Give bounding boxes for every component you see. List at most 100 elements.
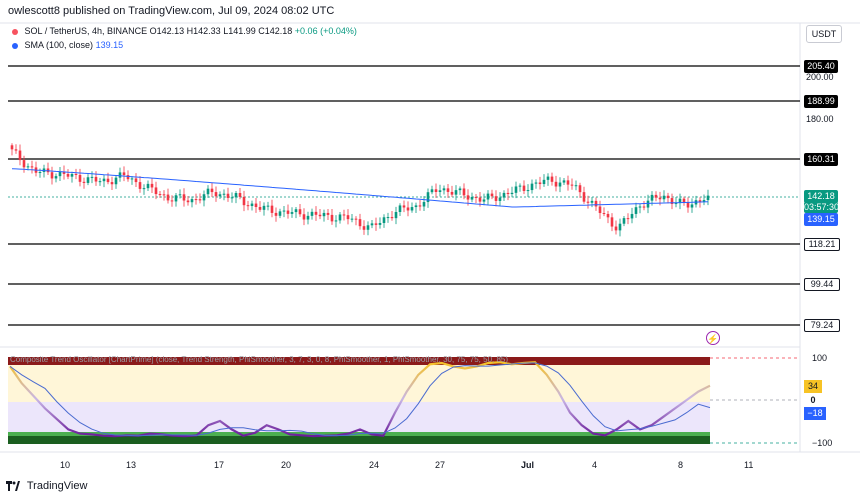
candle-body — [542, 179, 546, 185]
candle-body — [214, 192, 218, 197]
candle-body — [426, 192, 430, 203]
candle-body — [402, 205, 406, 208]
candle-body — [262, 205, 266, 210]
candle-body — [406, 207, 410, 211]
candle-body — [626, 218, 630, 220]
legend-symbol[interactable]: SOL / TetherUS, 4h, BINANCE — [24, 26, 148, 36]
candle-body — [194, 199, 198, 201]
candle-body — [398, 205, 402, 213]
date-label: 8 — [678, 460, 684, 470]
candle-body — [410, 207, 414, 211]
candle-body — [670, 198, 674, 204]
candle-body — [662, 195, 666, 200]
candle-body — [482, 199, 486, 202]
candle-body — [346, 215, 350, 220]
candle-body — [210, 188, 214, 193]
level-tag-118: 118.21 — [804, 238, 840, 251]
date-label: 13 — [126, 460, 137, 470]
candle-body — [102, 178, 106, 182]
candle-body — [250, 203, 254, 207]
level-tag-188: 188.99 — [804, 95, 838, 108]
candle-body — [110, 182, 114, 185]
candle-body — [158, 194, 162, 196]
candle-body — [66, 173, 70, 177]
candle-body — [550, 176, 554, 182]
candle-body — [310, 211, 314, 216]
candle-body — [570, 184, 574, 186]
candle-body — [334, 220, 338, 222]
level-tag-79: 79.24 — [804, 319, 840, 332]
oscillator-title[interactable]: Composite Trend Oscillator [ChartPrime] … — [10, 355, 509, 364]
candle-body — [302, 214, 306, 220]
candle-body — [654, 194, 658, 198]
candle-body — [74, 173, 78, 175]
legend-sma-value: 139.15 — [95, 40, 124, 50]
candle-body — [518, 185, 522, 187]
candle-body — [458, 188, 462, 191]
candle-body — [566, 180, 570, 185]
date-label: 27 — [435, 460, 446, 470]
candle-body — [70, 173, 74, 177]
candle-body — [142, 188, 146, 190]
osc-axis-bottom: −100 — [812, 438, 833, 448]
candle-body — [242, 196, 246, 206]
candle-body — [390, 217, 394, 219]
legend-row-sma: SMA (100, close) 139.15 — [12, 38, 357, 52]
currency-button[interactable]: USDT — [806, 25, 842, 43]
candle-body — [630, 213, 634, 219]
candle-body — [382, 217, 386, 224]
candle-body — [618, 223, 622, 231]
candle-body — [454, 190, 458, 195]
candle-body — [190, 199, 194, 203]
legend-sma-label[interactable]: SMA (100, close) — [24, 40, 94, 50]
osc-upper-zone — [8, 365, 710, 402]
candle-body — [314, 211, 318, 215]
candle-body — [182, 194, 186, 201]
osc-signal-line — [9, 362, 711, 437]
candle-body — [82, 181, 86, 183]
candle-body — [558, 182, 562, 187]
candle-body — [614, 226, 618, 231]
candle-body — [170, 200, 174, 202]
candle-body — [206, 188, 210, 195]
candle-body — [446, 188, 450, 192]
legend-close: C142.18 — [258, 26, 293, 36]
candle-body — [702, 200, 706, 202]
candle-body — [222, 193, 226, 195]
candle-body — [350, 218, 354, 220]
candlestick-series — [10, 143, 710, 237]
candle-body — [478, 197, 482, 202]
current-price-tag: 142.18 — [804, 190, 838, 203]
candle-body — [582, 192, 586, 202]
candle-body — [586, 201, 590, 203]
candle-body — [386, 217, 390, 219]
candle-body — [474, 196, 478, 198]
legend-row-symbol: SOL / TetherUS, 4h, BINANCE O142.13 H142… — [12, 24, 357, 38]
candle-body — [138, 182, 142, 189]
candle-body — [438, 190, 442, 192]
sma-color-icon — [12, 42, 18, 49]
candle-body — [298, 209, 302, 215]
candle-body — [246, 205, 250, 207]
alert-icon[interactable]: ⚡ — [706, 331, 720, 345]
candle-body — [706, 195, 710, 201]
candle-body — [326, 212, 330, 215]
date-label: 24 — [369, 460, 380, 470]
candle-body — [674, 203, 678, 205]
candle-body — [154, 187, 158, 195]
bar-countdown: 03:57:30 — [804, 202, 840, 213]
candle-body — [646, 200, 650, 208]
date-label: 17 — [214, 460, 225, 470]
candle-body — [218, 194, 222, 197]
candle-body — [18, 150, 22, 161]
chart-legend: SOL / TetherUS, 4h, BINANCE O142.13 H142… — [12, 24, 357, 52]
candle-body — [50, 172, 54, 179]
candle-body — [278, 211, 282, 216]
candle-body — [530, 183, 534, 191]
level-tag-99: 99.44 — [804, 278, 840, 291]
candle-body — [554, 181, 558, 187]
tick-200: 200.00 — [806, 72, 834, 82]
candle-body — [118, 172, 122, 178]
candle-body — [534, 182, 538, 184]
